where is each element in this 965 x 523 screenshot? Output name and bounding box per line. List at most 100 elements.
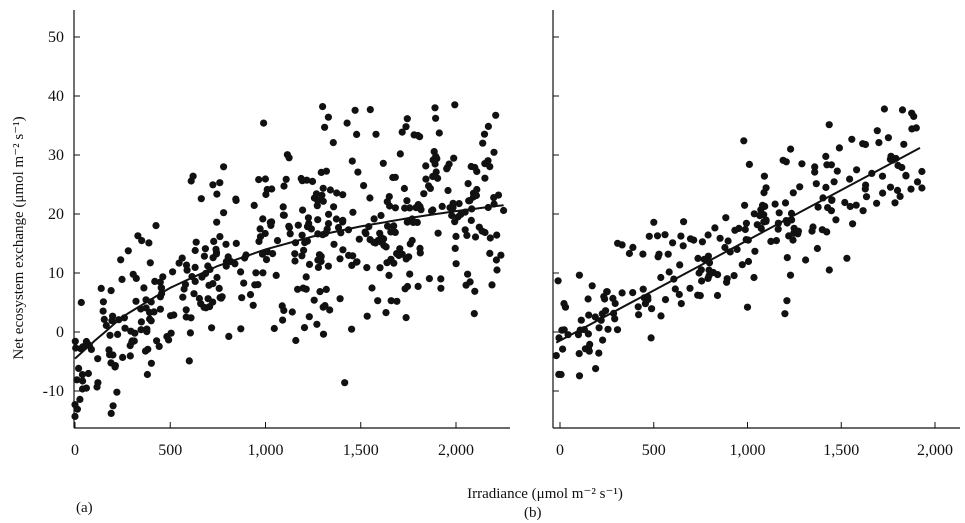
data-point (675, 290, 683, 299)
data-point (591, 313, 599, 321)
data-point (353, 258, 361, 266)
x-axis-title: Irradiance (μmol m⁻² s⁻¹) (467, 486, 623, 502)
data-point (374, 297, 382, 305)
data-point (326, 186, 334, 194)
data-point (724, 237, 732, 245)
data-point (109, 312, 117, 320)
data-point (291, 250, 299, 258)
data-point (355, 235, 363, 243)
data-point (731, 226, 739, 234)
data-point (653, 232, 662, 240)
data-point (302, 273, 310, 281)
data-point (405, 253, 413, 261)
data-point (738, 261, 746, 269)
data-point (704, 231, 712, 239)
data-point (481, 174, 489, 182)
data-point (677, 232, 685, 240)
data-point (472, 191, 480, 200)
data-point (484, 122, 492, 130)
data-point (853, 166, 861, 174)
data-point (114, 330, 122, 338)
data-point (279, 203, 287, 211)
data-point (152, 222, 160, 230)
data-point (639, 285, 647, 293)
data-point (438, 202, 446, 210)
data-point (585, 311, 593, 319)
data-point (124, 247, 132, 255)
data-point (481, 228, 489, 237)
data-point (396, 245, 404, 253)
x-tick-label: 1,000 (730, 442, 766, 459)
data-point (862, 193, 871, 201)
data-point (240, 279, 248, 287)
data-point (813, 244, 822, 253)
data-point (618, 289, 626, 297)
data-point (560, 326, 568, 334)
data-point (191, 263, 199, 271)
data-point (189, 172, 197, 180)
data-point (286, 230, 294, 238)
data-point (141, 347, 150, 355)
data-point (848, 135, 856, 143)
data-point (635, 311, 643, 319)
data-point (787, 145, 795, 153)
data-point (368, 284, 376, 292)
data-point (479, 139, 487, 147)
data-point (213, 190, 221, 198)
data-point (694, 254, 702, 262)
data-point (601, 295, 609, 303)
data-point (279, 316, 287, 324)
data-point (260, 119, 268, 127)
data-point (471, 287, 479, 295)
data-point (237, 325, 245, 333)
data-point (677, 300, 685, 308)
data-point (261, 175, 269, 183)
data-point (313, 320, 321, 328)
data-point (145, 239, 153, 247)
data-point (789, 236, 797, 244)
data-point (774, 225, 782, 233)
data-point (300, 324, 309, 332)
data-point (153, 337, 161, 345)
data-point (575, 271, 584, 279)
data-point (71, 412, 79, 420)
data-point (758, 201, 767, 209)
data-point (625, 249, 634, 258)
data-point (879, 189, 887, 197)
data-point (210, 237, 218, 245)
data-point (425, 275, 433, 283)
data-point (494, 191, 503, 199)
data-point (444, 186, 452, 195)
data-point (113, 388, 121, 396)
data-point (348, 157, 356, 165)
data-point (676, 261, 684, 269)
data-point (812, 180, 820, 188)
data-point (376, 264, 384, 272)
data-point (402, 123, 410, 131)
data-point (452, 260, 460, 268)
data-point (84, 369, 92, 378)
x-tick-label: 1,000 (248, 442, 284, 459)
data-point (319, 330, 328, 338)
data-point (259, 269, 267, 277)
data-point (396, 150, 404, 158)
data-point (165, 336, 173, 344)
data-point (464, 180, 472, 188)
data-point (450, 154, 458, 162)
data-point (280, 211, 288, 219)
data-point (862, 181, 870, 189)
data-point (300, 246, 308, 254)
data-point (875, 139, 883, 147)
data-point (314, 263, 322, 271)
x-tick-label: 1,500 (343, 442, 379, 459)
data-point (480, 130, 489, 138)
data-point (437, 275, 445, 283)
data-point (353, 130, 361, 138)
data-point (714, 271, 722, 279)
data-point (767, 237, 775, 245)
data-point (753, 221, 761, 229)
data-point (360, 182, 368, 190)
data-point (884, 134, 893, 142)
data-point (445, 160, 453, 168)
data-point (690, 236, 698, 244)
